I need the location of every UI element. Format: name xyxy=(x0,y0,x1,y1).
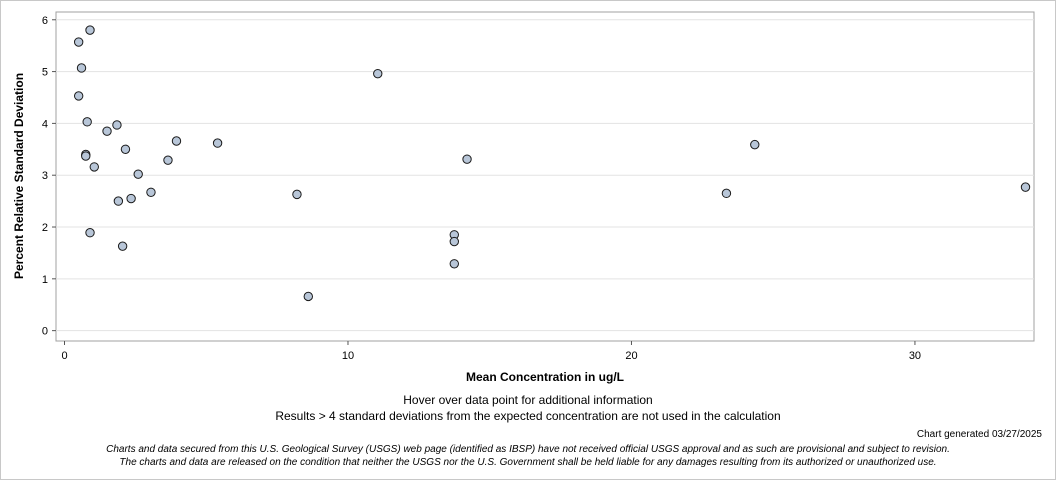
data-point[interactable] xyxy=(133,169,143,179)
grid-lines xyxy=(56,19,1034,332)
data-point[interactable] xyxy=(171,136,182,146)
y-tick-label: 5 xyxy=(42,67,48,79)
data-point[interactable] xyxy=(449,236,459,247)
y-tick-label: 4 xyxy=(42,118,48,130)
data-point[interactable] xyxy=(85,228,95,238)
results-note: Results > 4 standard deviations from the… xyxy=(275,409,781,423)
data-point[interactable] xyxy=(82,117,92,127)
data-point[interactable] xyxy=(146,187,156,198)
hover-note: Hover over data point for additional inf… xyxy=(403,393,653,407)
y-tick-label: 0 xyxy=(42,326,48,338)
data-point[interactable] xyxy=(163,155,173,165)
data-point[interactable] xyxy=(449,259,459,269)
data-point[interactable] xyxy=(89,162,99,172)
y-tick-label: 6 xyxy=(42,15,48,27)
generated-date: Chart generated 03/27/2025 xyxy=(916,429,1042,440)
x-axis-title: Mean Concentration in ug/L xyxy=(466,370,624,384)
x-tick-label: 30 xyxy=(909,350,921,362)
data-point[interactable] xyxy=(373,68,383,79)
x-axis: 0 10 20 30 xyxy=(61,341,921,362)
data-point[interactable] xyxy=(112,120,122,130)
data-point[interactable] xyxy=(76,63,87,73)
data-point[interactable] xyxy=(292,189,302,200)
data-points[interactable] xyxy=(73,25,1031,302)
data-point[interactable] xyxy=(73,37,84,47)
data-point[interactable] xyxy=(126,193,136,204)
plot-area xyxy=(55,11,1035,342)
data-point[interactable] xyxy=(721,188,732,199)
y-axis: 0 1 2 3 4 5 6 xyxy=(42,15,56,338)
data-point[interactable] xyxy=(73,91,84,101)
data-point[interactable] xyxy=(81,151,91,161)
data-point[interactable] xyxy=(113,196,124,206)
disclaimer-line-2: The charts and data are released on the … xyxy=(119,457,937,468)
x-tick-label: 0 xyxy=(61,350,67,362)
data-point[interactable] xyxy=(117,241,128,251)
data-point[interactable] xyxy=(750,139,760,150)
data-point[interactable] xyxy=(85,25,95,35)
x-tick-label: 10 xyxy=(342,350,354,362)
data-point[interactable] xyxy=(1020,182,1031,192)
y-tick-label: 2 xyxy=(42,222,48,234)
y-tick-label: 1 xyxy=(42,274,48,286)
data-point[interactable] xyxy=(303,291,313,302)
disclaimer-line-1: Charts and data secured from this U.S. G… xyxy=(106,444,950,455)
y-axis-title: Percent Relative Standard Deviation xyxy=(12,73,26,279)
data-point[interactable] xyxy=(102,126,112,136)
x-tick-label: 20 xyxy=(625,350,637,362)
data-point[interactable] xyxy=(212,138,223,148)
data-point[interactable] xyxy=(120,144,131,154)
data-point[interactable] xyxy=(462,154,472,164)
y-tick-label: 3 xyxy=(42,170,48,182)
